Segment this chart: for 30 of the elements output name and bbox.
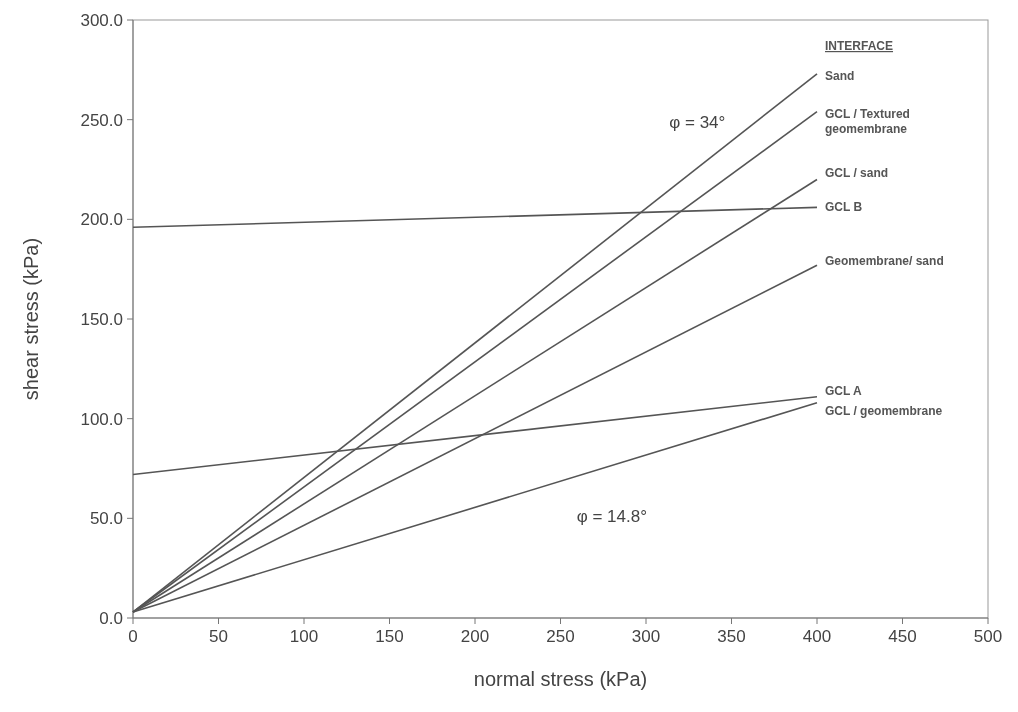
x-tick-label: 50 [209, 627, 228, 646]
y-tick-label: 50.0 [89, 509, 123, 529]
y-tick-label: 100.0 [80, 409, 123, 429]
series-label: Geomembrane/ sand [825, 254, 944, 269]
x-tick-label: 200 [460, 627, 490, 646]
x-tick-label: 250 [546, 627, 575, 646]
annotation: φ = 14.8° [576, 507, 647, 527]
x-tick-label: 500 [973, 627, 1003, 646]
y-tick-label: 0.0 [99, 609, 123, 628]
x-tick-label: 0 [128, 627, 138, 646]
x-tick-label: 400 [802, 627, 832, 646]
legend-title: INTERFACE [825, 39, 894, 53]
series-label: GCL / sand [825, 166, 889, 181]
x-tick-label: 150 [375, 627, 404, 646]
series-label: GCL / Textured geomembrane [825, 106, 910, 136]
x-tick-label: 350 [717, 627, 746, 646]
x-tick-label: 450 [888, 627, 917, 646]
series-label: GCL / geomembrane [825, 403, 943, 418]
y-tick-label: 150.0 [80, 310, 123, 329]
annotation: φ = 34° [669, 112, 726, 132]
x-tick-label: 300 [631, 627, 661, 646]
x-axis-title: normal stress (kPa) [473, 668, 648, 690]
y-tick-label: 250.0 [80, 110, 123, 130]
x-tick-label: 100 [289, 627, 319, 646]
series-label: GCL B [825, 200, 863, 215]
y-tick-label: 200.0 [80, 210, 123, 230]
series-label: Sand [825, 68, 855, 83]
y-axis-title: shear stress (kPa) [20, 237, 42, 401]
y-tick-label: 300.0 [80, 11, 123, 30]
series-label: GCL A [825, 383, 862, 398]
